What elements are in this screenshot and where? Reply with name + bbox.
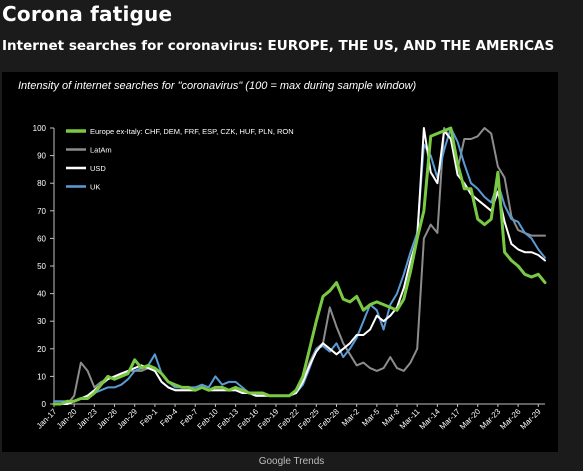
x-tick-label: Feb-22 <box>276 407 301 432</box>
x-tick-label: Feb-28 <box>317 407 342 432</box>
x-tick-label: Mar-20 <box>458 407 483 432</box>
y-tick-label: 60 <box>37 234 46 243</box>
x-tick-label: Mar-11 <box>398 407 422 431</box>
x-tick-label: Jan-26 <box>95 407 119 431</box>
series-line <box>53 127 546 405</box>
legend-label: Europe ex-Italy: CHF, DEM, FRF, ESP, CZK… <box>90 127 294 136</box>
x-tick-label: Feb-1 <box>138 407 160 429</box>
page-subtitle: Internet searches for coronavirus: EUROP… <box>2 38 555 54</box>
x-tick-label: Jan-29 <box>115 407 139 431</box>
x-tick-label: Mar-29 <box>518 407 543 432</box>
x-tick-label: Feb-13 <box>216 407 241 432</box>
series-line <box>53 127 546 405</box>
y-tick-label: 20 <box>37 345 46 354</box>
x-tick-label: Mar-5 <box>360 407 382 429</box>
x-tick-label: Mar-17 <box>438 407 463 432</box>
x-tick-label: Feb-4 <box>158 407 180 429</box>
x-tick-label: Jan-17 <box>35 407 59 431</box>
series-line <box>53 127 546 403</box>
x-tick-label: Feb-10 <box>196 407 221 432</box>
x-tick-label: Mar-23 <box>478 407 503 432</box>
legend: Europe ex-Italy: CHF, DEM, FRF, ESP, CZK… <box>66 127 294 192</box>
x-tick-label: Feb-25 <box>296 407 321 432</box>
y-tick-label: 90 <box>37 152 46 161</box>
x-tick-label: Feb-19 <box>256 407 281 432</box>
legend-label: USD <box>90 164 106 173</box>
legend-label: UK <box>90 183 100 192</box>
axes: 0 10 20 30 40 50 60 70 80 90 100 Jan-17Jan-20Jan-23… <box>33 124 545 431</box>
y-tick-label: 80 <box>37 179 46 188</box>
x-tick-label: Jan-20 <box>55 407 79 431</box>
y-tick-label: 0 <box>42 400 47 409</box>
y-tick-label: 40 <box>37 290 46 299</box>
y-tick-label: 30 <box>37 317 46 326</box>
source-note: Google Trends <box>258 456 325 467</box>
y-tick-label: 70 <box>37 207 46 216</box>
legend-label: LatAm <box>90 146 112 155</box>
y-tick-label: 50 <box>37 262 46 271</box>
page-title: Corona fatigue <box>2 2 173 26</box>
series-line <box>52 126 547 406</box>
x-tick-label: Mar-14 <box>418 407 443 432</box>
series-lines <box>52 126 547 406</box>
chart-title: Intensity of internet searches for "coro… <box>18 80 417 92</box>
chart-panel <box>2 72 558 452</box>
x-tick-label: Feb-16 <box>236 407 261 432</box>
x-tick-label: Mar-26 <box>498 407 523 432</box>
y-tick-label: 10 <box>37 372 46 381</box>
x-tick-label: Mar-2 <box>340 407 362 429</box>
y-tick-label: 100 <box>33 124 47 133</box>
x-tick-label: Jan-23 <box>75 407 99 431</box>
